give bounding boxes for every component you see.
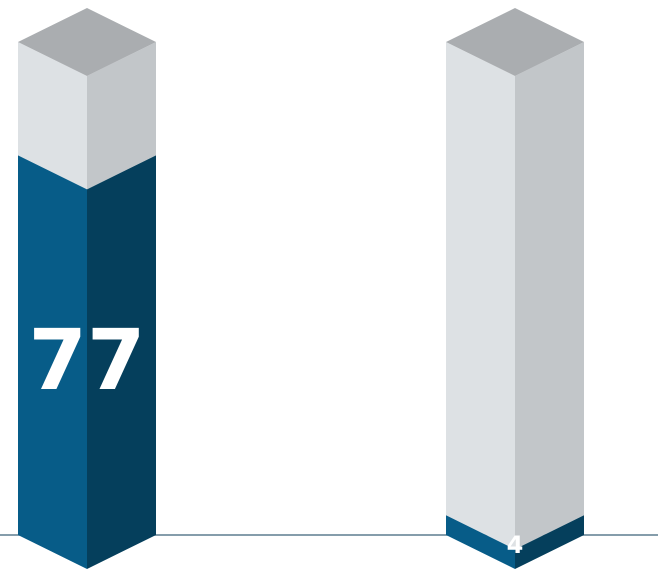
bar [18,155,156,569]
track-left [446,42,515,550]
bar-side [515,515,584,569]
value-label: 4 [507,531,524,559]
track-right [87,42,156,190]
column-top [18,8,156,76]
bar-side [87,155,156,569]
track-left [18,42,87,190]
track-right [515,42,584,550]
bar [446,515,584,569]
bar-front [18,155,87,569]
value-label: 77 [29,311,146,409]
bar-front [446,515,515,569]
column-top [446,8,584,76]
